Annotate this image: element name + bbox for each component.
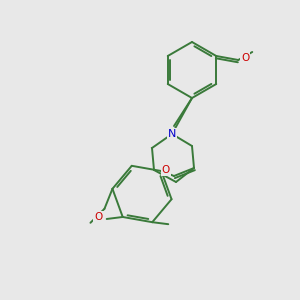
Text: O: O bbox=[162, 165, 170, 175]
Text: O: O bbox=[94, 212, 103, 222]
Text: N: N bbox=[168, 129, 176, 139]
Text: O: O bbox=[241, 53, 249, 63]
